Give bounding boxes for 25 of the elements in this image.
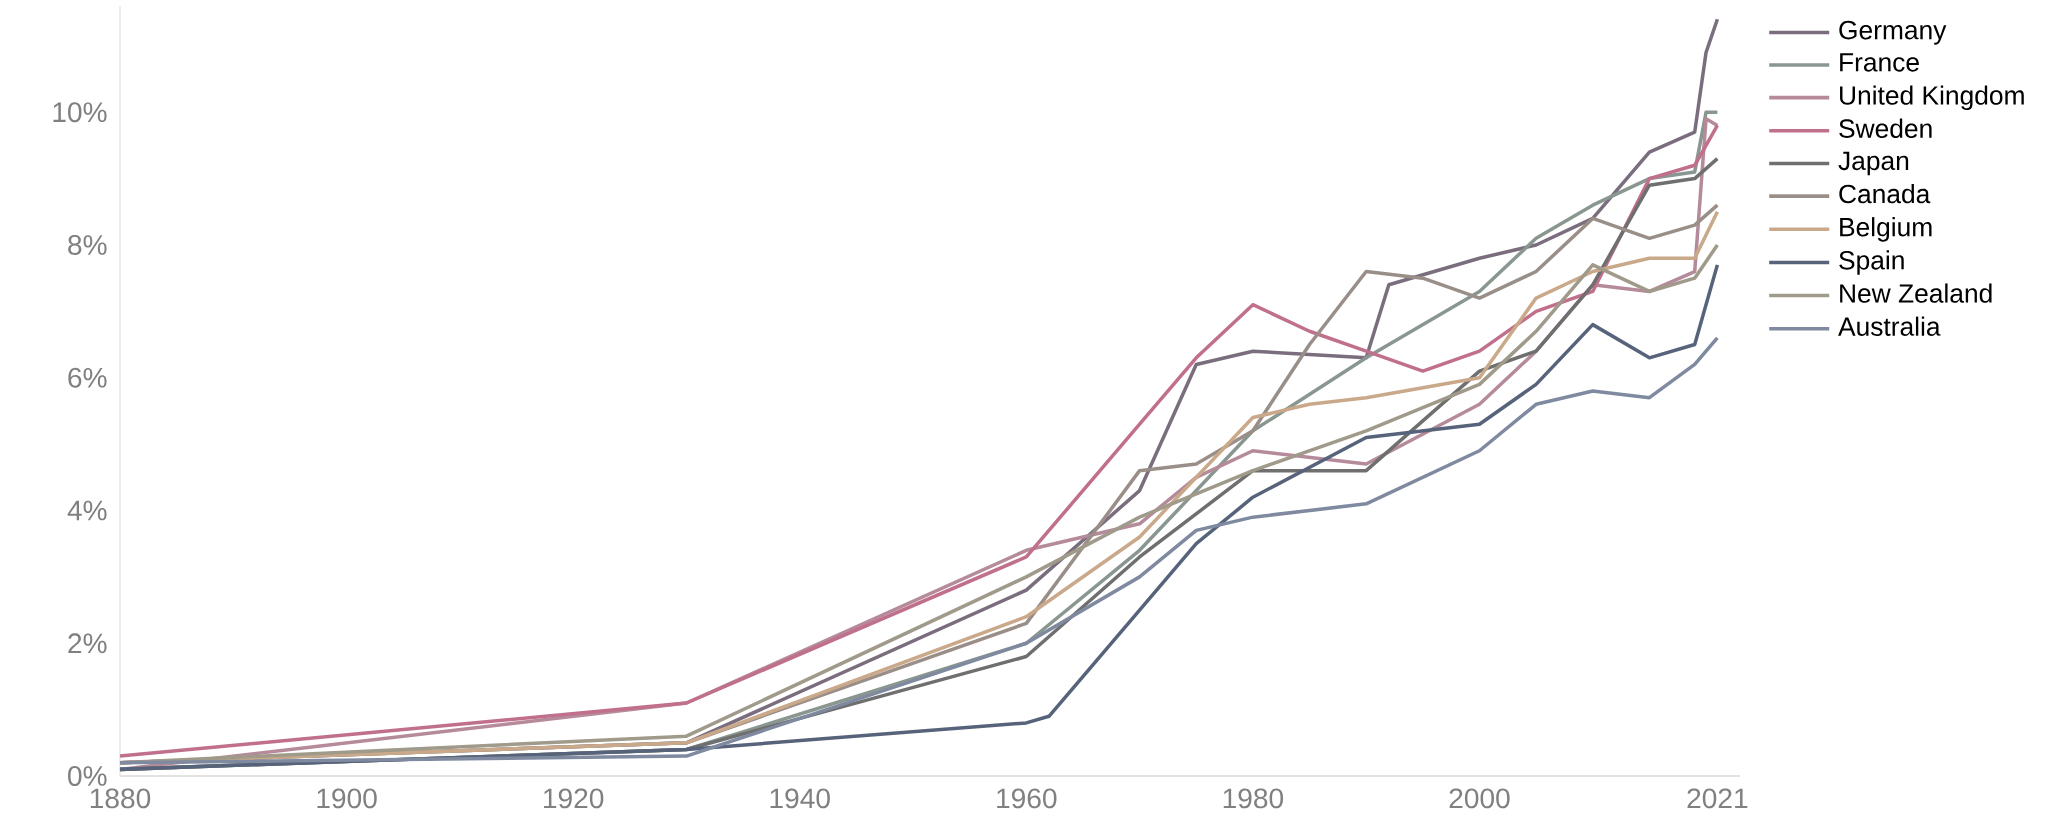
legend-label: United Kingdom	[1840, 85, 2024, 110]
legend-label: New Zealand	[1840, 283, 1992, 303]
legend-label: Spain	[1839, 250, 1904, 275]
y-tick-label: 4%	[67, 500, 107, 521]
legend-label: Japan	[1838, 151, 1909, 176]
y-tick-label: 10%	[53, 102, 107, 123]
line-series	[118, 336, 1720, 765]
y-tick-label: 2%	[68, 633, 107, 654]
x-tick-label: 1920	[544, 788, 604, 809]
legend-label: Belgium	[1840, 217, 1932, 242]
legend-label: Canada	[1839, 183, 1931, 204]
y-tick-label: 0%	[68, 766, 107, 786]
x-tick-label: 2000	[1449, 788, 1510, 809]
legend-label: Germany	[1839, 20, 1947, 45]
legend-label: France	[1840, 53, 1919, 72]
x-tick-label: 2021	[1687, 788, 1748, 809]
legend-label: Sweden	[1839, 118, 1932, 138]
legend-label: Australia	[1838, 316, 1941, 336]
x-tick-label: 1900	[317, 788, 377, 809]
x-tick-label: 1940	[770, 788, 830, 809]
y-tick-label: 6%	[68, 367, 107, 388]
x-tick-label: 1960	[997, 788, 1057, 809]
x-tick-label: 1880	[90, 788, 151, 809]
y-tick-label: 8%	[68, 235, 107, 255]
x-tick-label: 1980	[1223, 788, 1284, 809]
